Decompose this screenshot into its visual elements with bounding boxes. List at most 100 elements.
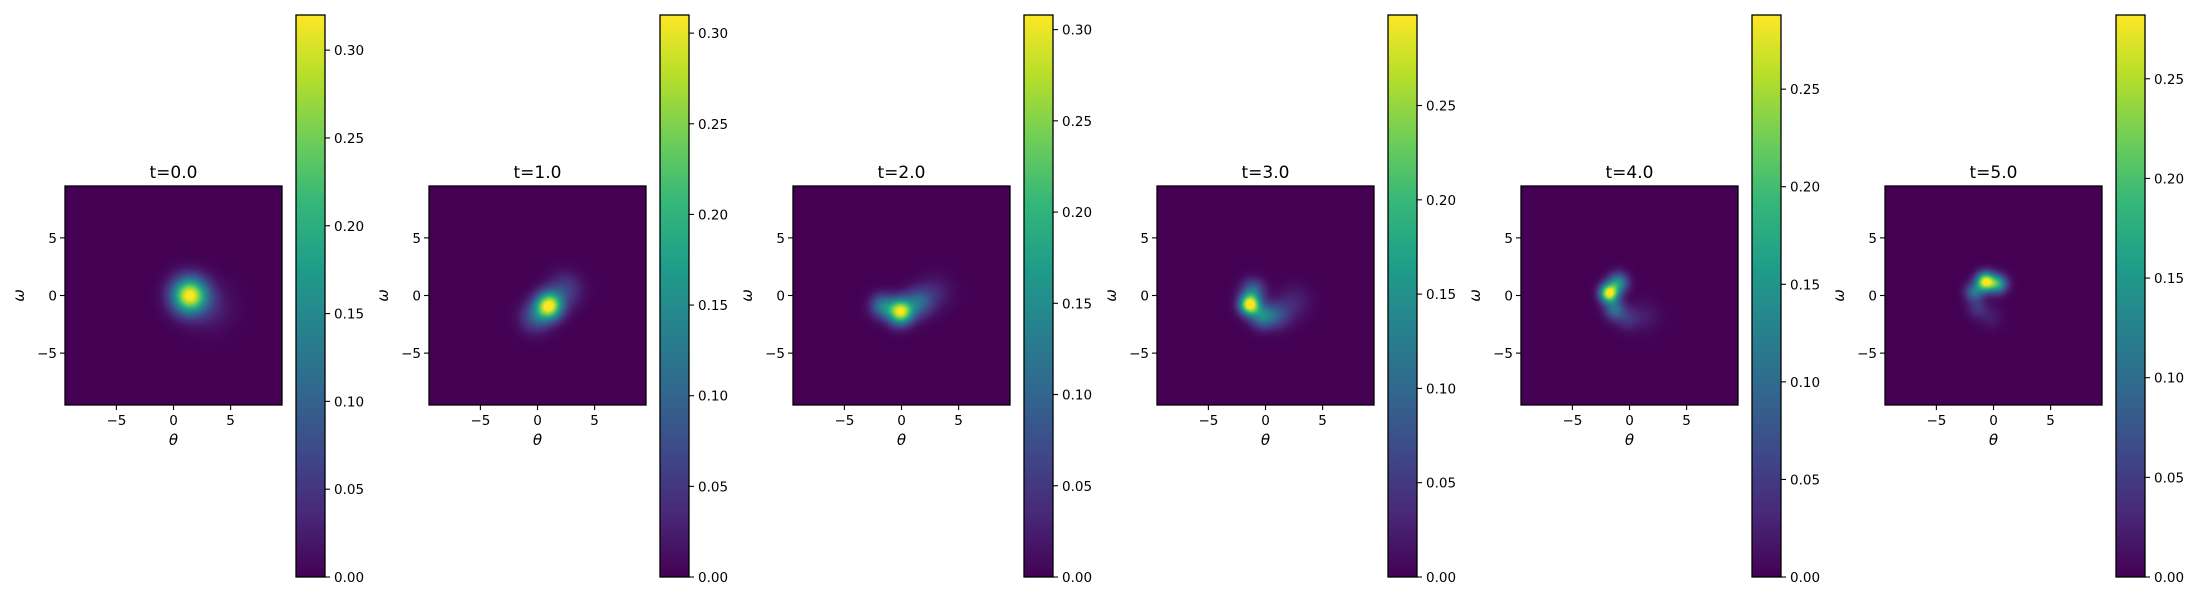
x-axis-label: θ xyxy=(897,431,906,449)
x-tick-label: 5 xyxy=(1682,413,1691,429)
colorbar-tick-label: 0.25 xyxy=(1426,99,1456,115)
colorbar-tick-label: 0.05 xyxy=(1790,472,1820,488)
colorbar-frame xyxy=(1387,14,1418,578)
panel-title: t=2.0 xyxy=(878,163,926,183)
x-tick-label: 0 xyxy=(1989,413,1998,429)
panel-3: t=3.0 −5 0 5 −5 0 5 θ ω 0.00 0.05 0.10 0.15 0.20 0.25 xyxy=(1102,14,1456,586)
y-axis-label: ω xyxy=(1102,289,1120,302)
x-tick-label: −5 xyxy=(1562,413,1582,429)
colorbar-tick-label: 0.25 xyxy=(2154,72,2184,88)
panel-0: t=0.0 −5 0 5 −5 0 5 θ ω 0.00 0.05 0.10 0.15 0.20 0.25 0… xyxy=(10,14,364,586)
colorbar-tick-label: 0.20 xyxy=(1062,205,1092,221)
x-tick-label: 0 xyxy=(897,413,906,429)
panel-2: t=2.0 −5 0 5 −5 0 5 θ ω 0.00 0.05 0.10 0.15 0.20 0.25 0… xyxy=(738,14,1092,586)
y-tick-label: −5 xyxy=(765,346,785,362)
panel-title: t=5.0 xyxy=(1970,163,2018,183)
y-tick-label: 0 xyxy=(1140,289,1149,305)
colorbar-frame xyxy=(659,14,690,578)
y-tick-label: 0 xyxy=(48,289,57,305)
colorbar-frame xyxy=(295,14,326,578)
colorbar-tick-label: 0.15 xyxy=(1426,287,1456,303)
colorbar-tick-label: 0.25 xyxy=(1790,82,1820,98)
panel-title: t=0.0 xyxy=(150,163,198,183)
colorbar-tick-label: 0.05 xyxy=(1062,479,1092,495)
colorbar-tick-label: 0.05 xyxy=(1426,476,1456,492)
colorbar-tick-label: 0.00 xyxy=(334,570,364,586)
colorbar-tick-label: 0.25 xyxy=(1062,114,1092,130)
colorbar xyxy=(296,15,325,577)
colorbar-tick-label: 0.20 xyxy=(698,207,728,223)
y-tick-label: 5 xyxy=(48,231,57,247)
x-tick-label: 5 xyxy=(2046,413,2055,429)
heatmap-image xyxy=(65,186,282,405)
y-tick-label: 0 xyxy=(776,289,785,305)
heatmap-image xyxy=(793,186,1010,405)
y-axis-label: ω xyxy=(1830,289,1848,302)
colorbar xyxy=(1752,15,1781,577)
x-axis-label: θ xyxy=(169,431,178,449)
y-axis-label: ω xyxy=(374,289,392,302)
colorbar-tick-label: 0.05 xyxy=(698,479,728,495)
colorbar-tick-label: 0.15 xyxy=(2154,271,2184,287)
y-axis-label: ω xyxy=(738,289,756,302)
colorbar-tick-label: 0.30 xyxy=(698,26,728,42)
colorbar-tick-label: 0.10 xyxy=(2154,371,2184,387)
colorbar xyxy=(660,15,689,577)
y-tick-label: 0 xyxy=(412,289,421,305)
colorbar-tick-label: 0.10 xyxy=(698,389,728,405)
colorbar-tick-label: 0.20 xyxy=(2154,171,2184,187)
y-tick-label: 0 xyxy=(1504,289,1513,305)
colorbar-frame xyxy=(1751,14,1782,578)
heatmap-image xyxy=(429,186,646,405)
y-tick-label: −5 xyxy=(1493,346,1513,362)
x-axis-label: θ xyxy=(533,431,542,449)
x-tick-label: 5 xyxy=(226,413,235,429)
panel-title: t=4.0 xyxy=(1606,163,1654,183)
y-tick-label: −5 xyxy=(1129,346,1149,362)
x-tick-label: −5 xyxy=(470,413,490,429)
y-axis-label: ω xyxy=(10,289,28,302)
colorbar-tick-label: 0.10 xyxy=(334,394,364,410)
heatmap-image xyxy=(1157,186,1374,405)
x-tick-label: 0 xyxy=(1625,413,1634,429)
x-axis-label: θ xyxy=(1261,431,1270,449)
x-tick-label: 5 xyxy=(954,413,963,429)
colorbar-tick-label: 0.00 xyxy=(698,570,728,586)
x-tick-label: −5 xyxy=(106,413,126,429)
x-tick-label: 0 xyxy=(169,413,178,429)
panel-5: t=5.0 −5 0 5 −5 0 5 θ ω 0.00 0.05 0.10 0.15 0.20 0.25 xyxy=(1830,14,2184,586)
colorbar-tick-label: 0.20 xyxy=(1426,193,1456,209)
colorbar-tick-label: 0.10 xyxy=(1062,388,1092,404)
colorbar-tick-label: 0.00 xyxy=(1426,570,1456,586)
colorbar xyxy=(1024,15,1053,577)
x-tick-label: −5 xyxy=(834,413,854,429)
colorbar-tick-label: 0.15 xyxy=(698,298,728,314)
colorbar-tick-label: 0.10 xyxy=(1426,381,1456,397)
colorbar xyxy=(1388,15,1417,577)
colorbar-tick-label: 0.10 xyxy=(1790,375,1820,391)
y-tick-label: −5 xyxy=(37,346,57,362)
colorbar-tick-label: 0.20 xyxy=(334,219,364,235)
colorbar-tick-label: 0.00 xyxy=(1062,570,1092,586)
x-tick-label: 0 xyxy=(533,413,542,429)
y-axis-label: ω xyxy=(1466,289,1484,302)
colorbar-tick-label: 0.05 xyxy=(334,482,364,498)
colorbar-tick-label: 0.25 xyxy=(698,117,728,133)
y-tick-label: 0 xyxy=(1868,289,1877,305)
colorbar-tick-label: 0.20 xyxy=(1790,180,1820,196)
panel-1: t=1.0 −5 0 5 −5 0 5 θ ω 0.00 0.05 0.10 0.15 0.20 0.25 0… xyxy=(374,14,728,586)
colorbar-tick-label: 0.15 xyxy=(334,307,364,323)
x-tick-label: 5 xyxy=(1318,413,1327,429)
colorbar xyxy=(2116,15,2145,577)
x-tick-label: −5 xyxy=(1926,413,1946,429)
colorbar-tick-label: 0.30 xyxy=(334,43,364,59)
x-axis-label: θ xyxy=(1989,431,1998,449)
panel-title: t=1.0 xyxy=(514,163,562,183)
x-tick-label: 0 xyxy=(1261,413,1270,429)
y-tick-label: 5 xyxy=(776,231,785,247)
y-tick-label: 5 xyxy=(412,231,421,247)
y-tick-label: −5 xyxy=(401,346,421,362)
colorbar-tick-label: 0.00 xyxy=(1790,570,1820,586)
panel-4: t=4.0 −5 0 5 −5 0 5 θ ω 0.00 0.05 0.10 0.15 0.20 0.25 xyxy=(1466,14,1820,586)
